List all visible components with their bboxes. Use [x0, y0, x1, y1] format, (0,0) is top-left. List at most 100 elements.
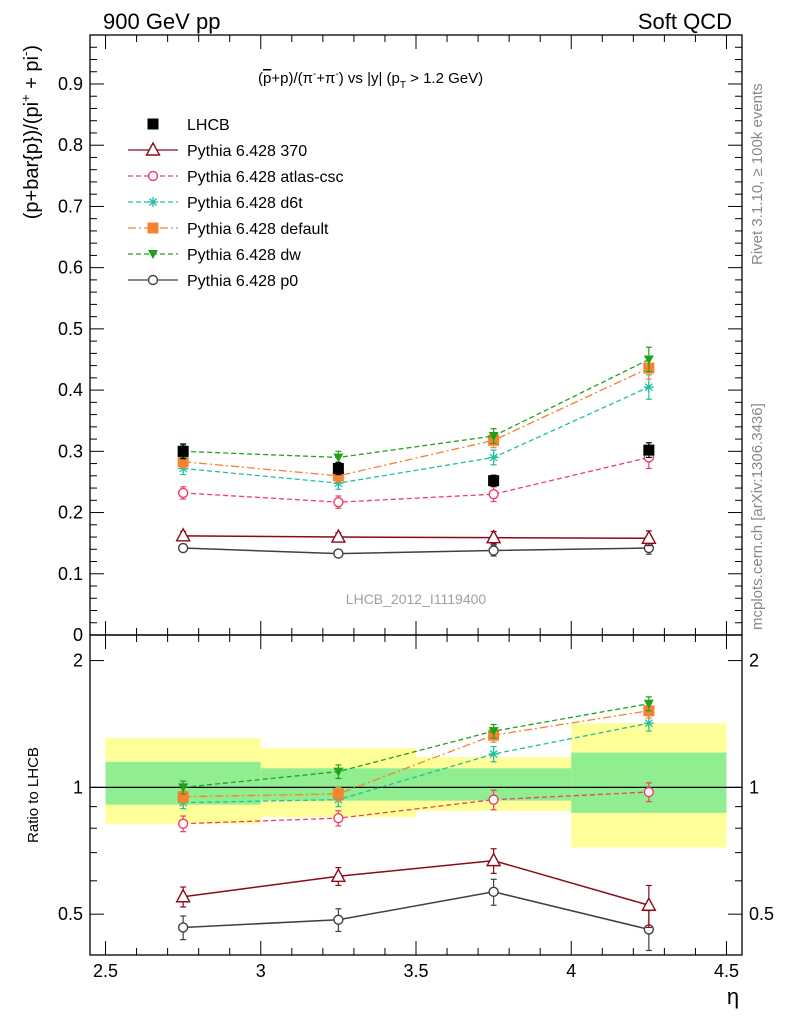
ratio-pythia-6-428-370-line [183, 859, 650, 906]
legend-pythia-6-428-atlas-csc: Pythia 6.428 atlas-csc [128, 169, 344, 186]
main-pythia-6-428-d6t-point [643, 382, 654, 393]
ratio-panel: 0.5 0.5 1 1 2 2 2.5 3 3.5 4 4.5 Ratio to LHCB η [25, 634, 774, 1009]
main-y-tick-label: 0.8 [58, 135, 83, 155]
x-axis-label: η [727, 984, 739, 1009]
ratio-pythia-6-428-d6t-point [488, 749, 499, 760]
ratio-pythia-6-428-d6t-point [643, 718, 654, 729]
legend-lhcb: LHCB [147, 117, 230, 134]
legend: LHCB Pythia 6.428 370 Pythia 6.428 atlas-c… [128, 117, 344, 290]
legend-pythia-6-428-370-marker [145, 141, 161, 156]
main-lhcb-point [177, 445, 189, 457]
main-plot-area [175, 346, 657, 559]
ratio-pythia-6-428-370-point [175, 888, 191, 903]
main-pythia-6-428-default-line [183, 367, 650, 477]
legend-pythia-6-428-dw: Pythia 6.428 dw [128, 247, 301, 264]
main-pythia-6-428-dw-line [183, 358, 650, 459]
ratio-pythia-6-428-atlas-csc-point [333, 812, 344, 824]
main-pythia-6-428-atlas-csc-point [488, 488, 499, 500]
ratio-plot-area [90, 696, 742, 952]
main-pythia-6-428-atlas-csc-line [183, 456, 650, 503]
main-lhcb-series [177, 442, 655, 487]
main-pythia-6-428-default-point [332, 470, 344, 482]
ratio-pythia-6-428-p0-point [488, 886, 499, 898]
ratio-pythia-6-428-d6t-point-stroke [489, 750, 498, 758]
x-tick-label: 3 [256, 961, 266, 981]
ratio-pythia-6-428-atlas-csc-series [177, 782, 655, 833]
x-tick-label: 4 [566, 961, 576, 981]
ratio-pythia-6-428-p0-line [183, 891, 650, 931]
ratio-y-tick-label-right: 2 [749, 651, 759, 671]
main-y-tick-label: 0.9 [58, 74, 83, 94]
main-pythia-6-428-d6t-line [183, 386, 650, 484]
ratio-pythia-6-428-dw-series [178, 696, 654, 795]
legend-pythia-6-428-dw-label: Pythia 6.428 dw [187, 247, 301, 264]
ratio-y-tick-label: 1 [73, 777, 83, 797]
main-lhcb-point [332, 462, 344, 474]
ratio-pythia-6-428-d6t-line [183, 722, 649, 804]
legend-pythia-6-428-default-label: Pythia 6.428 default [187, 221, 329, 238]
main-pythia-6-428-atlas-csc-series [177, 445, 655, 509]
ratio-pythia-6-428-atlas-csc-point [177, 818, 189, 829]
legend-pythia-6-428-p0: Pythia 6.428 p0 [128, 273, 298, 290]
ratio-pythia-6-428-atlas-csc-line [183, 791, 649, 825]
ratio-pythia-6-428-atlas-csc-point [488, 794, 499, 805]
main-y-tick-label: 0.7 [58, 196, 83, 216]
main-pythia-6-428-default-series [177, 356, 655, 483]
main-pythia-6-428-dw-point [333, 453, 344, 463]
main-pythia-6-428-370-point [330, 528, 347, 543]
analysis-watermark: LHCB_2012_I1119400 [346, 591, 487, 607]
ratio-pythia-6-428-dw-line [183, 703, 649, 789]
ratio-pythia-6-428-d6t-point-stroke [644, 719, 653, 728]
main-pythia-6-428-p0-point [177, 542, 189, 554]
main-x-ticks [105, 35, 727, 635]
mcplots-label: mcplots.cern.ch [arXiv:1306.3436] [749, 403, 766, 630]
main-pythia-6-428-p0-line [183, 547, 649, 555]
ratio-y-ticks: 0.5 0.5 1 1 2 2 [58, 651, 774, 925]
legend-pythia-6-428-370-label: Pythia 6.428 370 [187, 143, 307, 160]
legend-pythia-6-428-p0-label: Pythia 6.428 p0 [187, 273, 298, 290]
ratio-pythia-6-428-370-point [641, 896, 657, 911]
legend-pythia-6-428-p0-marker [147, 274, 159, 286]
main-lhcb-point [488, 475, 500, 487]
main-y-tick-label: 0.2 [58, 503, 83, 523]
main-pythia-6-428-370-point [641, 529, 657, 544]
main-y-tick-label: 0.3 [58, 441, 83, 461]
main-lhcb-point [643, 444, 655, 456]
main-pythia-6-428-dw-point [488, 432, 499, 442]
main-y-tick-label: 0.4 [58, 380, 83, 400]
main-pythia-6-428-atlas-csc-point [177, 487, 189, 499]
main-pythia-6-428-d6t-point [488, 452, 499, 463]
main-y-tick-label: 0 [73, 625, 83, 645]
main-pythia-6-428-d6t-point-stroke [489, 453, 498, 462]
ratio-y-tick-label-right: 1 [749, 777, 759, 797]
main-pythia-6-428-370-point [485, 529, 502, 544]
legend-pythia-6-428-d6t-marker-stroke [149, 198, 157, 206]
main-y-tick-label: 0.5 [58, 319, 83, 339]
legend-pythia-6-428-d6t-marker [148, 197, 158, 207]
main-pythia-6-428-dw-point [643, 355, 654, 365]
legend-pythia-6-428-atlas-csc-marker [147, 170, 159, 182]
main-y-tick-label: 0.1 [58, 564, 83, 584]
legend-lhcb-label: LHCB [187, 117, 230, 134]
main-pythia-6-428-370-point [175, 527, 191, 542]
legend-pythia-6-428-dw-marker [148, 250, 158, 259]
ratio-pythia-6-428-default-point [332, 788, 344, 800]
main-pythia-6-428-p0-point [333, 548, 344, 559]
ratio-pythia-6-428-dw-point [333, 767, 344, 777]
ratio-pythia-6-428-atlas-csc-point [643, 786, 655, 798]
legend-pythia-6-428-atlas-csc-label: Pythia 6.428 atlas-csc [187, 169, 344, 186]
ratio-y-label: Ratio to LHCB [25, 747, 42, 843]
ratio-pythia-6-428-p0-point [333, 914, 344, 925]
ratio-y-tick-label: 2 [73, 651, 83, 671]
legend-pythia-6-428-d6t: Pythia 6.428 d6t [128, 195, 303, 212]
ratio-pythia-6-428-p0-point [177, 922, 189, 933]
main-pythia-6-428-p0-series [177, 541, 655, 559]
main-y-tick-label: 0.6 [58, 258, 83, 278]
main-y-ticks: 0 0.1 0.2 0.3 0.4 0.5 0.6 0.7 0.8 0.9 [58, 46, 742, 645]
main-panel: 0 0.1 0.2 0.3 0.4 0.5 0.6 0.7 0.8 0.9 (p+p)/(π-+π… [18, 34, 743, 645]
legend-lhcb-marker [147, 118, 159, 130]
rivet-label: Rivet 3.1.10, ≥ 100k events [749, 83, 766, 265]
ratio-y-tick-label: 0.5 [58, 904, 83, 924]
ratio-pythia-6-428-p0-series [177, 878, 655, 952]
